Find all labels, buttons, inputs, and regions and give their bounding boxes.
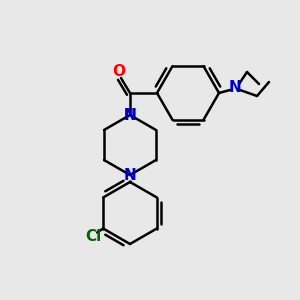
Text: Cl: Cl bbox=[85, 229, 101, 244]
Text: N: N bbox=[124, 107, 136, 122]
Text: O: O bbox=[112, 64, 125, 80]
Text: N: N bbox=[124, 167, 136, 182]
Text: N: N bbox=[229, 80, 242, 95]
Text: N: N bbox=[124, 107, 136, 122]
